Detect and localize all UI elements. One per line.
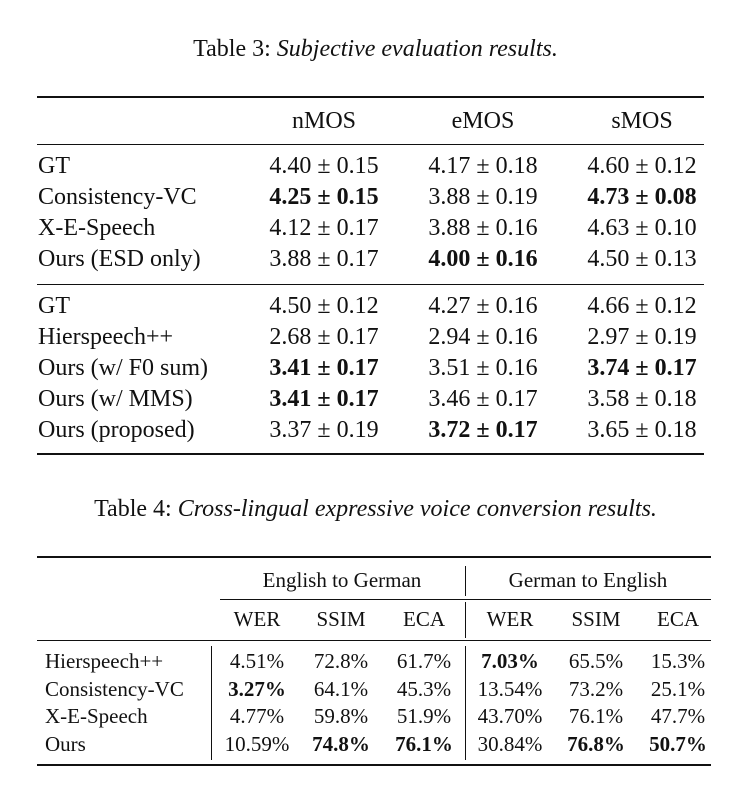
table4-cell: 25.1%	[650, 676, 706, 701]
table3-row-label: Ours (proposed)	[38, 417, 195, 443]
table3-cell: 4.50 ± 0.12	[269, 293, 379, 319]
table3-caption: Table 3: Subjective evaluation results.	[0, 35, 751, 63]
table3-cell: 4.63 ± 0.10	[587, 215, 697, 241]
table3-cell: 4.25 ± 0.15	[269, 184, 379, 210]
table3-cell: 4.12 ± 0.17	[269, 215, 379, 241]
table3-cell: 4.17 ± 0.18	[428, 153, 538, 179]
table4-cell: 7.03%	[481, 649, 539, 673]
table4-subheader-ssim: SSIM	[571, 607, 621, 631]
table4-header-rule	[37, 640, 711, 641]
table4-subheader-divider	[465, 602, 466, 638]
table4-group-header-en-de: English to German	[262, 568, 422, 592]
table4-row-label: Ours	[45, 731, 86, 756]
table4-cell: 47.7%	[650, 704, 706, 728]
table3-cell: 3.74 ± 0.17	[587, 355, 697, 381]
table3-header-smos: sMOS	[611, 108, 673, 134]
table4-cell: 51.9%	[396, 704, 452, 728]
table3-cell: 3.37 ± 0.19	[269, 417, 379, 443]
table3-cell: 2.94 ± 0.16	[428, 324, 538, 350]
table4-cell: 64.1%	[313, 676, 369, 701]
table3-caption-text: Subjective evaluation results.	[276, 36, 558, 62]
table3-row-label: GT	[38, 153, 70, 179]
table4-row-label: Consistency-VC	[45, 676, 184, 701]
table4-top-rule	[37, 556, 711, 558]
table3-cell: 3.88 ± 0.17	[269, 246, 379, 272]
table3-cell: 3.41 ± 0.17	[269, 355, 379, 381]
table4-subheader-eca: ECA	[657, 607, 699, 631]
table3-cell: 4.60 ± 0.12	[587, 153, 697, 179]
table4-row-label: Hierspeech++	[45, 649, 164, 673]
table3-cell: 4.40 ± 0.15	[269, 153, 379, 179]
table3-cell: 4.66 ± 0.12	[587, 293, 697, 319]
table4-group-rule	[220, 599, 711, 600]
table4-label-divider	[211, 646, 212, 760]
table4-subheader-wer: WER	[233, 607, 281, 631]
table4-caption-text: Cross-lingual expressive voice conversio…	[177, 496, 657, 522]
table3-cell: 3.46 ± 0.17	[428, 386, 538, 412]
table3-header-rule	[37, 144, 704, 145]
table4-caption-label: Table 4:	[94, 496, 172, 522]
table4-cell: 4.51%	[229, 649, 285, 673]
table4-group-header-de-en: German to English	[508, 568, 668, 592]
table4-cell: 76.1%	[395, 731, 453, 756]
table4-group-header-divider	[465, 566, 466, 596]
table4-cell: 45.3%	[396, 676, 452, 701]
table3-row-label: GT	[38, 293, 70, 319]
table4-row-label: X-E-Speech	[45, 704, 148, 728]
table3-cell: 3.72 ± 0.17	[428, 417, 538, 443]
table4-cell: 50.7%	[649, 731, 707, 756]
table3-row-label: Ours (ESD only)	[38, 246, 201, 272]
table4-cell: 74.8%	[312, 731, 370, 756]
table4-cell: 13.54%	[477, 676, 543, 701]
table3-cell: 3.41 ± 0.17	[269, 386, 379, 412]
table4-cell: 76.8%	[567, 731, 625, 756]
table4-cell: 43.70%	[477, 704, 543, 728]
table4-caption: Table 4: Cross-lingual expressive voice …	[0, 495, 751, 523]
table4-cell: 72.8%	[313, 649, 369, 673]
table3-row-label: Ours (w/ MMS)	[38, 386, 193, 412]
table4-cell: 61.7%	[396, 649, 452, 673]
table4-bottom-rule	[37, 764, 711, 766]
table3-caption-label: Table 3:	[193, 36, 271, 62]
table3-row-label: Hierspeech++	[38, 324, 174, 350]
table4-body-divider	[465, 646, 466, 760]
table4-subheader-eca: ECA	[403, 607, 445, 631]
table4-cell: 4.77%	[229, 704, 285, 728]
table4-subheader-wer: WER	[486, 607, 534, 631]
table3-row-label: X-E-Speech	[38, 215, 156, 241]
table4-cell: 10.59%	[224, 731, 290, 756]
table4-cell: 65.5%	[568, 649, 624, 673]
table4-subheader-ssim: SSIM	[316, 607, 366, 631]
table3-cell: 3.58 ± 0.18	[587, 386, 697, 412]
table3-cell: 3.65 ± 0.18	[587, 417, 697, 443]
table4-cell: 15.3%	[650, 649, 706, 673]
table3-cell: 4.27 ± 0.16	[428, 293, 538, 319]
table4-cell: 76.1%	[568, 704, 624, 728]
table3-cell: 3.88 ± 0.19	[428, 184, 538, 210]
table4-cell: 73.2%	[568, 676, 624, 701]
table3-bottom-rule	[37, 453, 704, 455]
table3-top-rule	[37, 96, 704, 98]
table3-cell: 4.00 ± 0.16	[428, 246, 538, 272]
table3-cell: 3.88 ± 0.16	[428, 215, 538, 241]
table3-cell: 2.68 ± 0.17	[269, 324, 379, 350]
table4-cell: 30.84%	[477, 731, 543, 756]
table3-group-rule	[37, 284, 704, 285]
table4-cell: 59.8%	[313, 704, 369, 728]
table3-cell: 3.51 ± 0.16	[428, 355, 538, 381]
table3-cell: 4.50 ± 0.13	[587, 246, 697, 272]
table4-cell: 3.27%	[228, 676, 286, 701]
table3-header-emos: eMOS	[451, 108, 515, 134]
table3-cell: 4.73 ± 0.08	[587, 184, 697, 210]
table3-header-nmos: nMOS	[291, 108, 357, 134]
table3-row-label: Ours (w/ F0 sum)	[38, 355, 209, 381]
table3-row-label: Consistency-VC	[38, 184, 197, 210]
table3-cell: 2.97 ± 0.19	[587, 324, 697, 350]
